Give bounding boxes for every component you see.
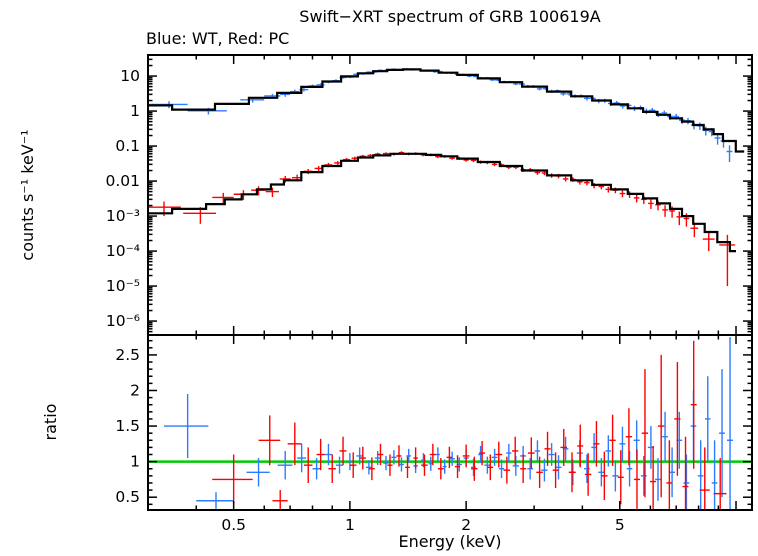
wt-data xyxy=(148,68,733,163)
chart-title: Swift−XRT spectrum of GRB 100619A xyxy=(299,7,601,26)
pc-model xyxy=(148,152,736,253)
ratio-panel-frame xyxy=(147,334,753,511)
spectrum-panel-frame xyxy=(147,54,753,336)
x-tick-label: 5 xyxy=(615,516,625,534)
y-tick-label: 10 xyxy=(120,67,140,85)
wt-ratio xyxy=(163,337,733,510)
x-tick-label: 2 xyxy=(461,516,471,534)
y-tick-label: 0.5 xyxy=(115,488,140,506)
x-axis-label: Energy (keV) xyxy=(398,532,502,551)
spectrum-panel-data xyxy=(148,68,745,287)
ratio-panel-data xyxy=(148,337,752,510)
y-tick-label: 0.1 xyxy=(115,137,140,155)
pc-ratio xyxy=(212,340,727,510)
y-tick-label: 1 xyxy=(130,102,140,120)
y-tick-label: 1.5 xyxy=(115,417,140,435)
y-tick-label: 10⁻⁴ xyxy=(106,242,140,260)
y-tick-label: 10⁻⁶ xyxy=(106,312,140,330)
x-tick-label: 0.5 xyxy=(221,516,246,534)
pc-data xyxy=(148,151,736,287)
y-tick-label: 0.01 xyxy=(105,172,140,190)
wt-model xyxy=(148,68,745,153)
y-tick-label: 2.5 xyxy=(115,346,140,364)
x-tick-label: 1 xyxy=(345,516,355,534)
y-tick-label: 2 xyxy=(130,381,140,399)
y-tick-label: 10⁻⁵ xyxy=(106,277,140,295)
y-tick-label: 1 xyxy=(130,453,140,471)
chart-subtitle: Blue: WT, Red: PC xyxy=(146,29,290,48)
y-tick-label: 10⁻³ xyxy=(106,207,140,225)
